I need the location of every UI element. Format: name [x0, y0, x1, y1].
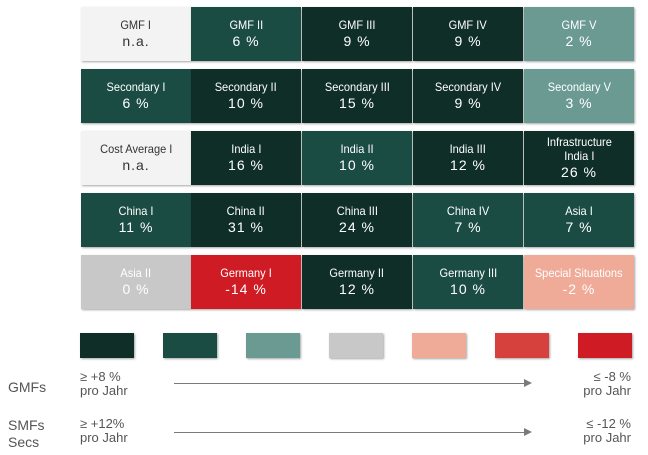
fund-name: Secondary II: [215, 80, 277, 94]
fund-name: GMF III: [338, 18, 376, 32]
fund-return: 6 %: [232, 33, 260, 49]
fund-name: GMF IV: [448, 18, 488, 32]
fund-return: -2 %: [562, 281, 596, 297]
legend-swatch: [578, 333, 632, 358]
fund-name: Secondary IV: [434, 80, 502, 94]
gmfs-right-range: ≤ -8 % pro Jahr: [583, 369, 631, 398]
fund-name: Cost Average I: [99, 142, 173, 156]
fund-return: 0 %: [122, 281, 150, 297]
fund-return: 2 %: [565, 33, 593, 49]
fund-return: 3 %: [565, 95, 593, 111]
fund-return: 12 %: [339, 281, 375, 297]
legend-swatch: [412, 333, 466, 358]
fund-tile: Asia II 0 %: [81, 255, 191, 309]
fund-return: 9 %: [454, 33, 482, 49]
legend-swatch: [495, 333, 549, 358]
fund-name: Secondary V: [547, 80, 611, 94]
fund-tile: India III 12 %: [413, 131, 523, 185]
legend-swatch: [329, 333, 383, 358]
fund-name: GMF V: [561, 18, 597, 32]
fund-tile: GMF II 6 %: [191, 7, 301, 61]
fund-name: India II: [340, 142, 374, 156]
fund-tile: Germany III 10 %: [413, 255, 523, 309]
fund-tile: China IV 7 %: [413, 193, 523, 247]
fund-return: 11 %: [118, 219, 154, 235]
fund-name: India I: [230, 142, 262, 156]
fund-tile: Germany II 12 %: [302, 255, 412, 309]
fund-return: 26 %: [561, 164, 597, 180]
fund-return: 9 %: [343, 33, 371, 49]
gmfs-arrow: [174, 379, 532, 387]
fund-tile: China II 31 %: [191, 193, 301, 247]
fund-name: GMF II: [229, 18, 263, 32]
fund-return: 7 %: [454, 219, 482, 235]
fund-tile: Secondary IV 9 %: [413, 69, 523, 123]
fund-tile: Secondary II 10 %: [191, 69, 301, 123]
fund-return: 12 %: [450, 157, 486, 173]
smfs-arrow: [174, 428, 532, 436]
fund-tile: China I 11 %: [81, 193, 191, 247]
fund-name: India III: [449, 142, 487, 156]
legend-swatch: [80, 333, 134, 358]
fund-tile: Secondary III 15 %: [302, 69, 412, 123]
fund-return: n.a.: [122, 33, 150, 49]
fund-tile: GMF IV 9 %: [413, 7, 523, 61]
fund-name: Secondary I: [106, 80, 166, 94]
fund-return: 16 %: [228, 157, 264, 173]
fund-return: n.a.: [122, 157, 150, 173]
fund-return: 10 %: [228, 95, 264, 111]
fund-name: Germany I: [220, 266, 272, 280]
smfs-secs-label: SMFs Secs: [8, 417, 45, 450]
fund-name: Germany II: [329, 266, 385, 280]
smfs-right-range: ≤ -12 % pro Jahr: [583, 416, 631, 445]
fund-tile: Infrastructure India I 26 %: [524, 131, 634, 185]
fund-tile: GMF III 9 %: [302, 7, 412, 61]
fund-name: Asia I: [565, 204, 593, 218]
fund-tile: China III 24 %: [302, 193, 412, 247]
fund-return: 10 %: [450, 281, 486, 297]
fund-name: China III: [336, 204, 378, 218]
fund-return: 31 %: [228, 219, 264, 235]
gmfs-left-range: ≥ +8 % pro Jahr: [80, 369, 128, 398]
fund-name: China IV: [446, 204, 490, 218]
fund-tile: India II 10 %: [302, 131, 412, 185]
fund-return: -14 %: [225, 281, 267, 297]
fund-return: 7 %: [565, 219, 593, 235]
fund-name: China I: [118, 204, 154, 218]
fund-return: 10 %: [339, 157, 375, 173]
fund-name: Secondary III: [324, 80, 390, 94]
fund-name: Special Situations: [535, 266, 623, 280]
legend-swatch: [163, 333, 217, 358]
fund-tile: Germany I -14 %: [191, 255, 301, 309]
fund-return: 6 %: [122, 95, 150, 111]
gmfs-label: GMFs: [8, 379, 47, 395]
fund-name: Asia II: [120, 266, 152, 280]
fund-tile: Special Situations -2 %: [524, 255, 634, 309]
smfs-left-range: ≥ +12% pro Jahr: [80, 416, 128, 445]
fund-return: 15 %: [339, 95, 375, 111]
fund-tile: India I 16 %: [191, 131, 301, 185]
fund-return: 9 %: [454, 95, 482, 111]
fund-name: China II: [226, 204, 266, 218]
legend-swatch: [246, 333, 300, 358]
fund-return: 24 %: [339, 219, 375, 235]
fund-name: GMF I: [120, 18, 152, 32]
fund-name: Infrastructure India I: [546, 135, 612, 163]
fund-name: Germany III: [439, 266, 497, 280]
